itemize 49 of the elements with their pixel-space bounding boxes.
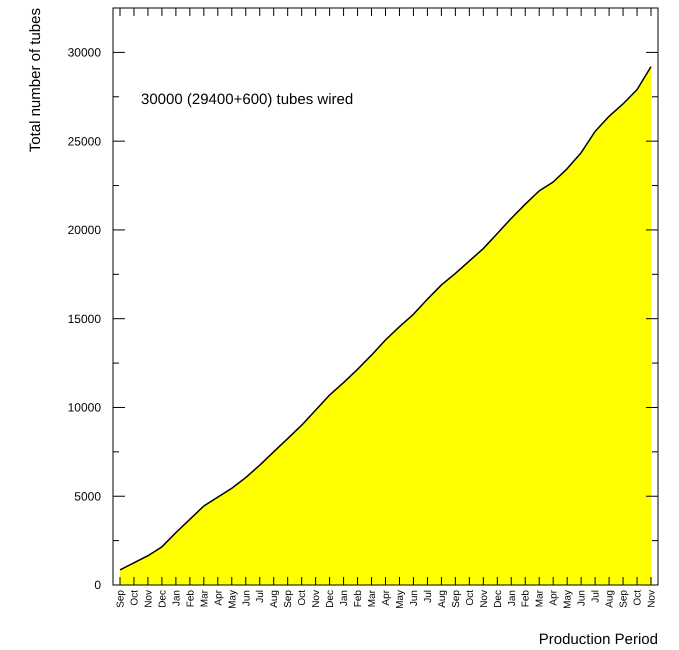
x-tick-label: Jun [576, 590, 588, 606]
annotation: 30000 (29400+600) tubes wired [141, 91, 354, 108]
x-tick-label: Jan [171, 590, 182, 606]
x-tick-label: Dec [492, 590, 504, 608]
x-tick-label: Aug [604, 590, 616, 608]
x-tick-label: May [562, 590, 574, 609]
y-tick-label: 10000 [68, 400, 102, 415]
x-tick-label: Apr [548, 589, 560, 606]
x-tick-label: Jun [241, 590, 252, 606]
x-tick-label: Jan [506, 590, 518, 606]
x-tick-label: Aug [436, 590, 448, 608]
x-tick-label: Sep [283, 590, 294, 608]
x-tick-label: Jul [590, 590, 602, 603]
x-tick-label: Mar [367, 589, 378, 608]
y-tick-label: 30000 [68, 46, 102, 60]
x-tick-label: Sep [618, 590, 630, 608]
x-axis-title: Production Period [538, 631, 658, 648]
x-tick-label: Mar [534, 589, 546, 608]
x-tick-label: Oct [129, 590, 140, 606]
x-tick-label: Dec [157, 590, 168, 608]
x-tick-label: Nov [646, 590, 658, 608]
x-tick-label: Apr [381, 589, 392, 606]
x-tick-label: Aug [269, 590, 280, 608]
x-tick-label: Dec [325, 590, 336, 608]
x-tick-label: Nov [311, 590, 322, 608]
x-tick-label: Oct [464, 590, 476, 606]
x-tick-label: Jan [339, 590, 350, 606]
x-tick-label: Feb [185, 590, 196, 608]
x-tick-label: May [394, 590, 406, 609]
x-tick-label: Nov [143, 590, 154, 608]
x-tick-label: Oct [297, 590, 308, 606]
y-tick-label: 0 [94, 578, 102, 592]
y-tick-label: 5000 [74, 489, 102, 504]
y-tick-label: 15000 [68, 312, 102, 326]
x-tick-label: Sep [450, 590, 462, 608]
x-tick-label: Mar [199, 589, 210, 608]
x-tick-label: Sep [115, 590, 126, 608]
x-tick-label: Feb [520, 590, 532, 608]
x-tick-label: Oct [632, 590, 644, 606]
x-tick-label: Jul [255, 590, 266, 603]
x-tick-label: Nov [478, 590, 490, 608]
y-tick-label: 20000 [68, 223, 102, 238]
x-tick-label: Feb [353, 590, 364, 608]
x-tick-label: Apr [213, 589, 224, 606]
y-tick-label: 25000 [68, 134, 102, 148]
x-tick-label: May [227, 590, 238, 609]
x-tick-label: Jul [422, 590, 434, 603]
x-tick-label: Jun [408, 590, 420, 606]
y-axis-title: Total number of tubes [27, 8, 44, 152]
